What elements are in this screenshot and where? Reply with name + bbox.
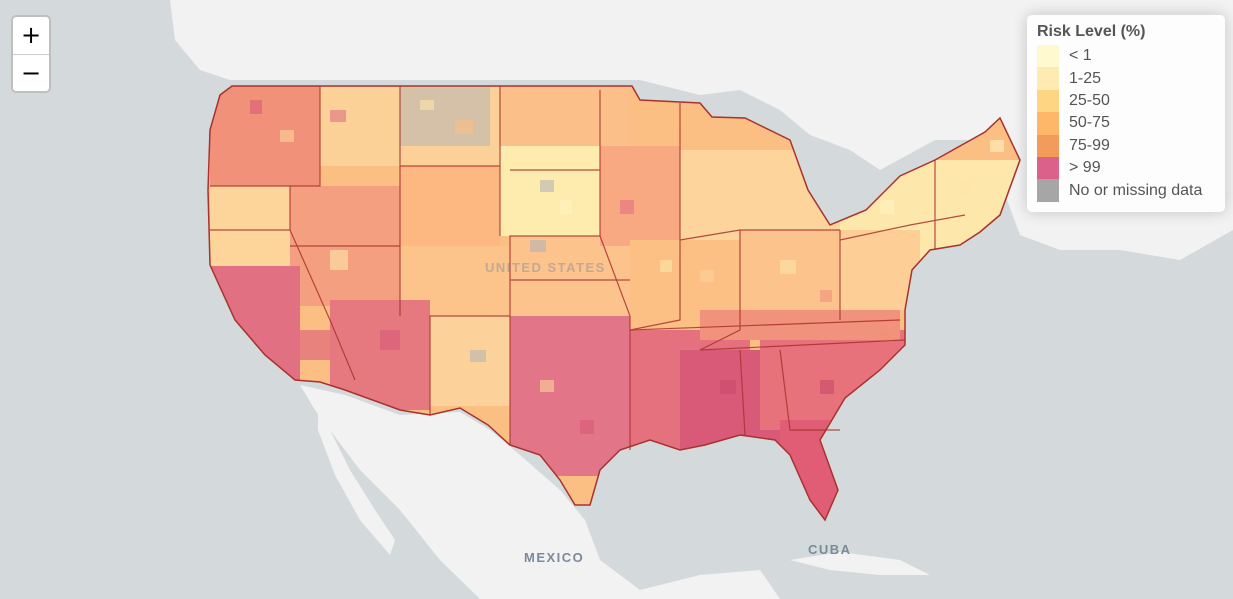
country-label-mexico: MEXICO [524,550,584,565]
zoom-in-button[interactable]: + [13,17,49,55]
legend-label: 1-25 [1069,69,1102,87]
legend-label: 75-99 [1069,136,1110,154]
cuba-land [790,552,930,575]
country-label-cuba: CUBA [808,542,852,557]
legend-swatch [1037,179,1059,202]
legend-item: > 99 [1037,156,1215,180]
legend-label: No or missing data [1069,181,1203,199]
country-label-united-states: UNITED STATES [485,260,606,275]
legend: Risk Level (%) < 1 1-25 25-50 50-75 75-99 > 9… [1027,15,1225,212]
legend-swatch [1037,156,1059,180]
mexico-land [300,385,780,599]
legend-label: 25-50 [1069,91,1110,109]
zoom-control: + − [11,15,51,93]
legend-label: > 99 [1069,159,1101,177]
zoom-out-button[interactable]: − [20,59,42,87]
legend-item: 1-25 [1037,67,1215,90]
legend-label: < 1 [1069,47,1092,65]
legend-item: 25-50 [1037,89,1215,113]
state-borders [210,86,966,450]
baja-peninsula [318,395,395,555]
legend-swatch [1037,112,1059,135]
legend-items: < 1 1-25 25-50 50-75 75-99 > 99 No or missing … [1037,45,1215,202]
us-outline [207,85,1021,522]
legend-swatch [1037,45,1059,68]
legend-swatch [1037,89,1059,113]
legend-label: 50-75 [1069,114,1110,132]
legend-title: Risk Level (%) [1037,23,1146,40]
legend-swatch [1037,134,1059,157]
canada-land [170,0,1233,260]
legend-swatch [1037,67,1059,90]
legend-item: 50-75 [1037,112,1215,135]
legend-item: 75-99 [1037,134,1215,157]
legend-item: No or missing data [1037,179,1215,202]
legend-item: < 1 [1037,45,1215,68]
